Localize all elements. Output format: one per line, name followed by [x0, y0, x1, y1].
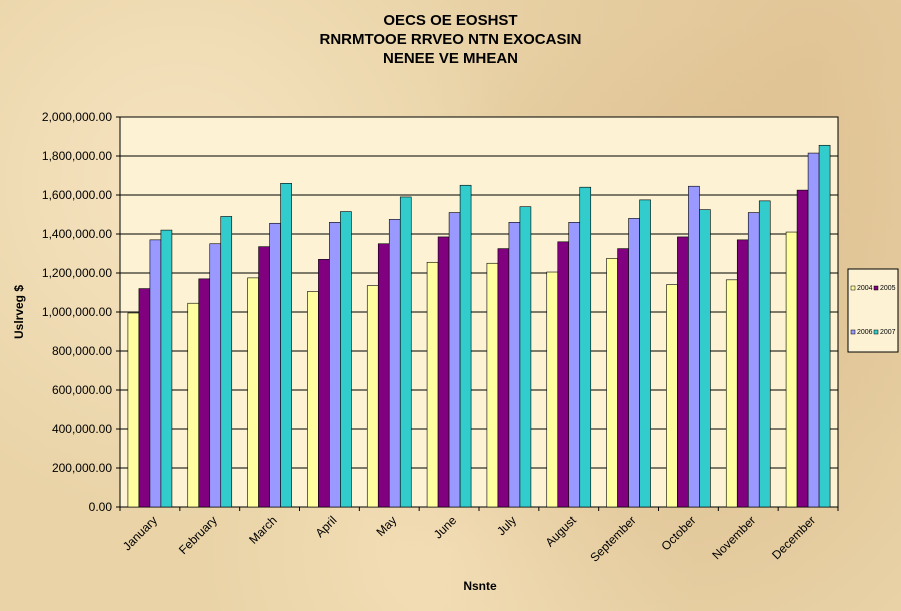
bar-2007-october — [699, 209, 711, 508]
chart-title-line-1: OECS OE EOSHST — [383, 12, 518, 29]
x-tick-label-may: May — [373, 513, 399, 539]
bar-2005-january — [138, 288, 151, 508]
bar-2007-january — [160, 229, 173, 508]
y-tick-label: 200,000.00 — [52, 461, 112, 475]
x-axis-ticks: January February March April May June July Augu… — [119, 507, 839, 565]
x-tick-label-december: December — [769, 513, 818, 562]
bar-2006-march — [269, 222, 281, 508]
x-tick-label-july: July — [494, 513, 519, 538]
x-tick-label-february: February — [176, 513, 220, 557]
y-axis-ticks: 0.00 200,000.00 400,000.00 600,000.00 800,00… — [42, 110, 120, 514]
bar-2006-january — [149, 239, 162, 508]
bar-2005-may — [377, 243, 390, 508]
x-tick-label-august: August — [543, 513, 580, 550]
legend-swatch-2004 — [850, 285, 856, 291]
x-tick-label-september: September — [587, 513, 638, 564]
bar-2007-april — [340, 211, 352, 508]
bar-2004-october — [666, 284, 678, 508]
chart-title-line-2: RNRMTOOE RRVEO NTN EXOCASIN — [319, 31, 582, 48]
bar-2007-june — [459, 184, 472, 508]
bar-2004-june — [426, 261, 439, 508]
y-tick-label: 2,000,000.00 — [42, 110, 112, 124]
bar-2004-march — [247, 277, 259, 508]
legend-box — [847, 268, 899, 353]
bar-2005-december — [796, 189, 809, 508]
bar-2004-december — [785, 231, 798, 508]
y-axis-title: Uslrveg $ — [12, 285, 26, 339]
x-axis-title: Nsnte — [463, 579, 497, 593]
x-tick-label-march: March — [246, 513, 279, 546]
bar-2004-april — [307, 291, 319, 508]
bar-2006-february — [209, 243, 222, 508]
y-tick-label: 600,000.00 — [52, 383, 112, 397]
legend-label-2005: 2005 — [880, 285, 896, 292]
bar-2004-may — [366, 285, 379, 508]
y-tick-label: 1,600,000.00 — [42, 188, 112, 202]
gridlines — [120, 155, 838, 469]
bar-2005-november — [736, 239, 749, 508]
legend-swatch-2006 — [850, 329, 856, 335]
bar-2006-august — [568, 222, 581, 508]
bars — [127, 144, 831, 508]
bar-2005-june — [437, 236, 450, 508]
bar-2006-june — [448, 212, 461, 508]
x-tick-label-january: January — [120, 513, 160, 553]
bar-2004-january — [127, 312, 140, 508]
bar-2004-july — [486, 262, 499, 508]
x-tick-label-november: November — [709, 513, 758, 562]
bar-2005-april — [318, 259, 330, 508]
bar-2007-may — [399, 196, 412, 508]
x-tick-label-april: April — [313, 513, 340, 540]
legend-swatch-2007 — [873, 329, 879, 335]
bar-2006-may — [388, 219, 401, 508]
bar-2006-september — [628, 218, 640, 508]
bar-2007-july — [519, 206, 532, 508]
bar-2006-july — [508, 222, 521, 508]
x-tick-label-june: June — [431, 513, 460, 542]
bar-2006-december — [807, 152, 820, 508]
legend: 2004 2005 2006 2007 — [847, 268, 899, 353]
bar-2005-october — [677, 236, 689, 508]
bar-2005-march — [258, 246, 270, 508]
bar-2005-july — [497, 248, 510, 508]
y-tick-label: 1,200,000.00 — [42, 266, 112, 280]
bar-2004-august — [546, 271, 559, 508]
bar-2005-september — [617, 248, 629, 508]
legend-label-2006: 2006 — [857, 329, 873, 336]
bar-2006-october — [688, 185, 700, 508]
bar-2007-february — [220, 216, 233, 508]
y-tick-label: 0.00 — [89, 500, 113, 514]
bar-2004-november — [725, 279, 738, 508]
bar-2005-february — [198, 278, 211, 508]
bar-2007-december — [818, 144, 831, 508]
legend-swatch-2005 — [873, 285, 879, 291]
bar-2004-february — [187, 302, 200, 508]
chart-title-line-3: NENEE VE MHEAN — [382, 50, 519, 67]
legend-label-2004: 2004 — [857, 285, 873, 292]
bar-2007-november — [758, 200, 771, 508]
y-tick-label: 1,000,000.00 — [42, 305, 112, 319]
y-tick-label: 1,400,000.00 — [42, 227, 112, 241]
bar-2006-november — [747, 212, 760, 508]
legend-label-2007: 2007 — [880, 329, 896, 336]
bar-2007-september — [639, 199, 651, 508]
x-tick-label-october: October — [658, 513, 698, 553]
y-tick-label: 1,800,000.00 — [42, 149, 112, 163]
y-tick-label: 800,000.00 — [52, 344, 112, 358]
bar-2006-april — [329, 222, 341, 508]
bar-2007-march — [280, 183, 292, 508]
bar-2007-august — [579, 186, 592, 508]
bar-2004-september — [606, 258, 618, 508]
bar-2005-august — [557, 241, 570, 508]
y-tick-label: 400,000.00 — [52, 422, 112, 436]
